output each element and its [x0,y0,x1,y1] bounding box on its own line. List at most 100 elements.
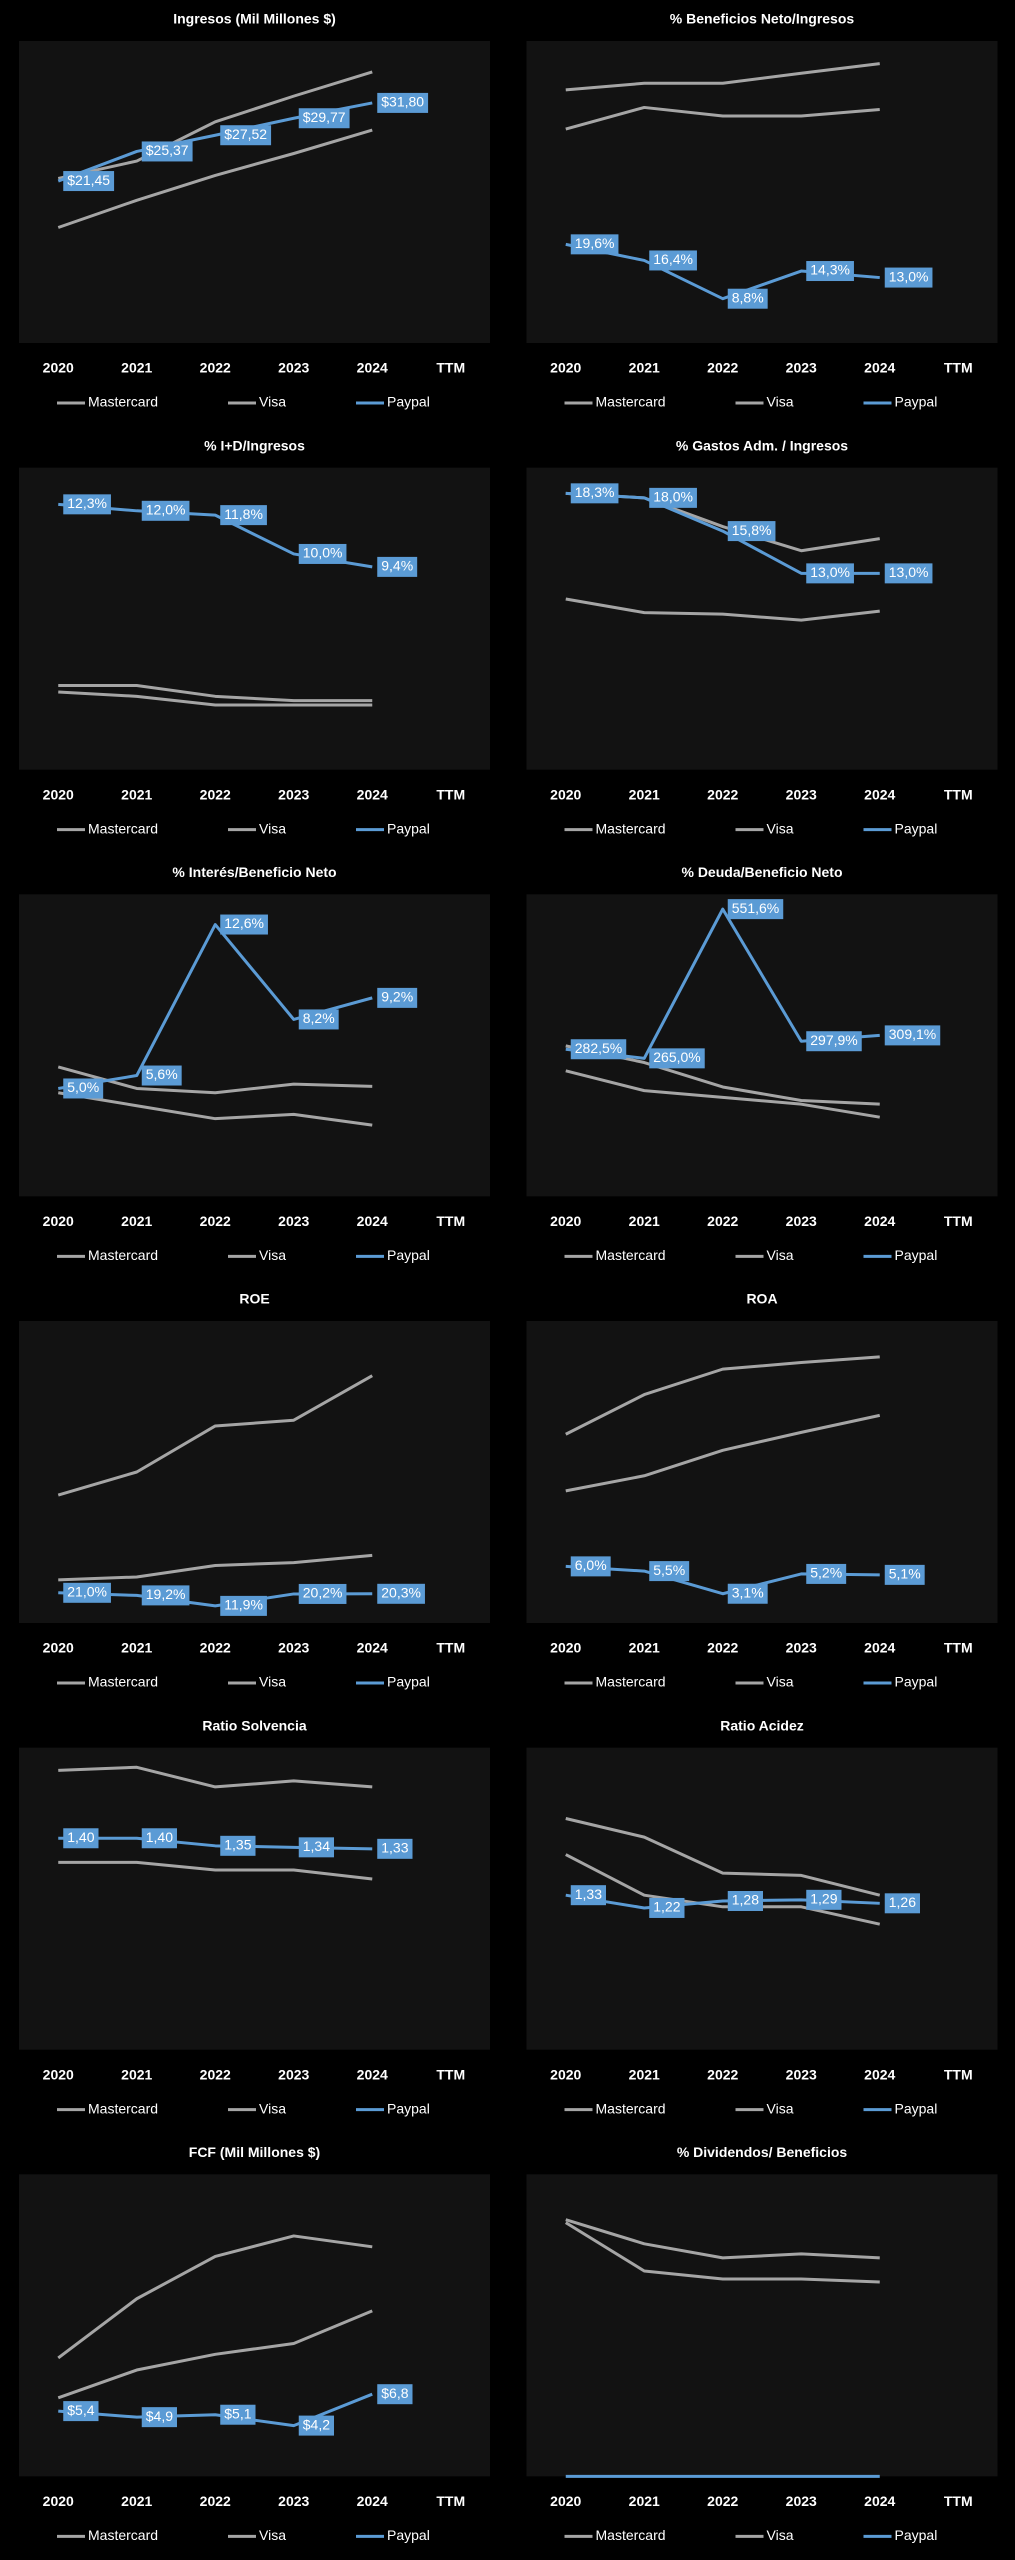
value-label: 282,5% [575,1040,622,1056]
chart-panel: FCF (Mil Millones $) 2020 2021 2022 2023 2024… [19,2144,490,2543]
value-label: 20,3% [381,1585,421,1601]
chart-title: Ratio Acidez [720,1717,804,1733]
legend-label: Mastercard [596,2100,666,2116]
value-label-box [884,563,933,584]
value-label-box [298,108,350,129]
value-label-box [298,1009,339,1030]
x-tick-label: 2023 [278,2066,309,2082]
x-tick-label: 2022 [200,786,231,802]
x-tick-label: 2020 [43,1213,74,1229]
legend-label: Mastercard [88,820,158,836]
x-tick-label: 2023 [786,360,817,376]
x-tick-label: 2022 [200,1640,231,1656]
chart-panel: % Interés/Beneficio Neto 2020 2021 2022 2023… [19,864,490,1263]
value-label-box [806,1031,862,1052]
value-label-box [570,1885,606,1906]
value-label: 1,33 [381,1840,408,1856]
legend-label: Paypal [895,820,938,836]
x-tick-label: TTM [436,1640,465,1656]
x-tick-label: 2021 [629,1213,660,1229]
value-label-box [727,288,768,309]
x-tick-label: 2022 [200,2066,231,2082]
series-line [58,2392,373,2428]
plot-area [526,2174,998,2477]
x-tick-label: 2024 [357,1213,388,1229]
chart-title: % Gastos Adm. / Ingresos [676,437,848,453]
x-tick-label: 2023 [786,1213,817,1229]
x-tick-label: 2021 [121,360,152,376]
value-label: $4,9 [146,2408,173,2424]
x-tick-label: 2022 [707,1640,738,1656]
value-label-box [727,1890,763,1911]
value-label-box [63,1582,111,1603]
value-label: 3,1% [732,1584,764,1600]
value-label-box [884,1893,920,1914]
x-tick-label: 2022 [707,786,738,802]
x-tick-label: 2024 [357,360,388,376]
value-label-box [649,250,697,271]
x-tick-label: 2023 [278,1213,309,1229]
value-label-box [727,521,776,542]
x-tick-label: 2020 [43,786,74,802]
chart-title: Ratio Solvencia [202,1717,306,1733]
x-tick-label: 2023 [278,1640,309,1656]
series-line [58,1765,373,1789]
value-label-box [377,987,418,1008]
x-tick-label: 2024 [357,2066,388,2082]
x-tick-label: 2022 [707,2066,738,2082]
x-tick-label: 2024 [357,786,388,802]
value-label: 9,4% [381,558,413,574]
legend-label: Mastercard [596,1674,666,1690]
x-tick-label: TTM [436,2493,465,2509]
value-label-box [63,2401,99,2422]
x-tick-label: 2020 [550,786,581,802]
value-label-box [806,563,854,584]
legend-label: Mastercard [88,2100,158,2116]
chart-panel: ROE 2020 2021 2022 2023 2024 TTM 21,0% 19,2% 11,9… [19,1291,490,1690]
value-label-box [884,1564,925,1585]
legend-label: Paypal [895,1674,938,1690]
series-line [565,2218,880,2260]
value-label: $4,2 [303,2416,330,2432]
value-label-box [570,1039,627,1060]
value-label-box [377,2384,413,2405]
chart-panel: % I+D/Ingresos 2020 2021 2022 2023 2024 TTM 12,… [19,437,490,836]
value-label: $6,8 [381,2385,408,2401]
value-label: 551,6% [732,900,779,916]
value-label-box [220,914,268,935]
value-label-box [63,171,115,192]
value-label-box [220,125,272,146]
value-label-box [298,2415,334,2436]
series-line [565,1355,880,1436]
series-line [58,1860,373,1881]
legend-label: Visa [259,2527,286,2543]
value-label-box [141,1585,190,1606]
x-tick-label: 2021 [629,2066,660,2082]
value-label-box [141,141,193,162]
value-label: 297,9% [810,1032,857,1048]
x-tick-label: 2022 [707,2493,738,2509]
x-tick-label: TTM [944,2493,973,2509]
x-tick-label: TTM [436,1213,465,1229]
x-tick-label: 2023 [786,1640,817,1656]
value-label: 1,29 [810,1891,837,1907]
x-tick-label: TTM [436,2066,465,2082]
legend-label: Mastercard [88,1247,158,1263]
series-line [58,684,373,703]
x-tick-label: 2020 [550,360,581,376]
series-line [565,105,880,131]
value-label: 8,8% [732,289,764,305]
series-line [57,2309,373,2400]
value-label: 9,2% [381,989,413,1005]
series-line [565,1817,881,1897]
chart-title: % I+D/Ingresos [204,437,305,453]
value-label: 10,0% [303,545,343,561]
x-tick-label: 2020 [550,1213,581,1229]
value-label: $27,52 [224,126,267,142]
legend-label: Paypal [387,394,430,410]
x-tick-label: 2024 [864,360,895,376]
series-line [57,128,373,229]
legend-label: Paypal [387,1674,430,1690]
legend-label: Visa [259,1674,286,1690]
